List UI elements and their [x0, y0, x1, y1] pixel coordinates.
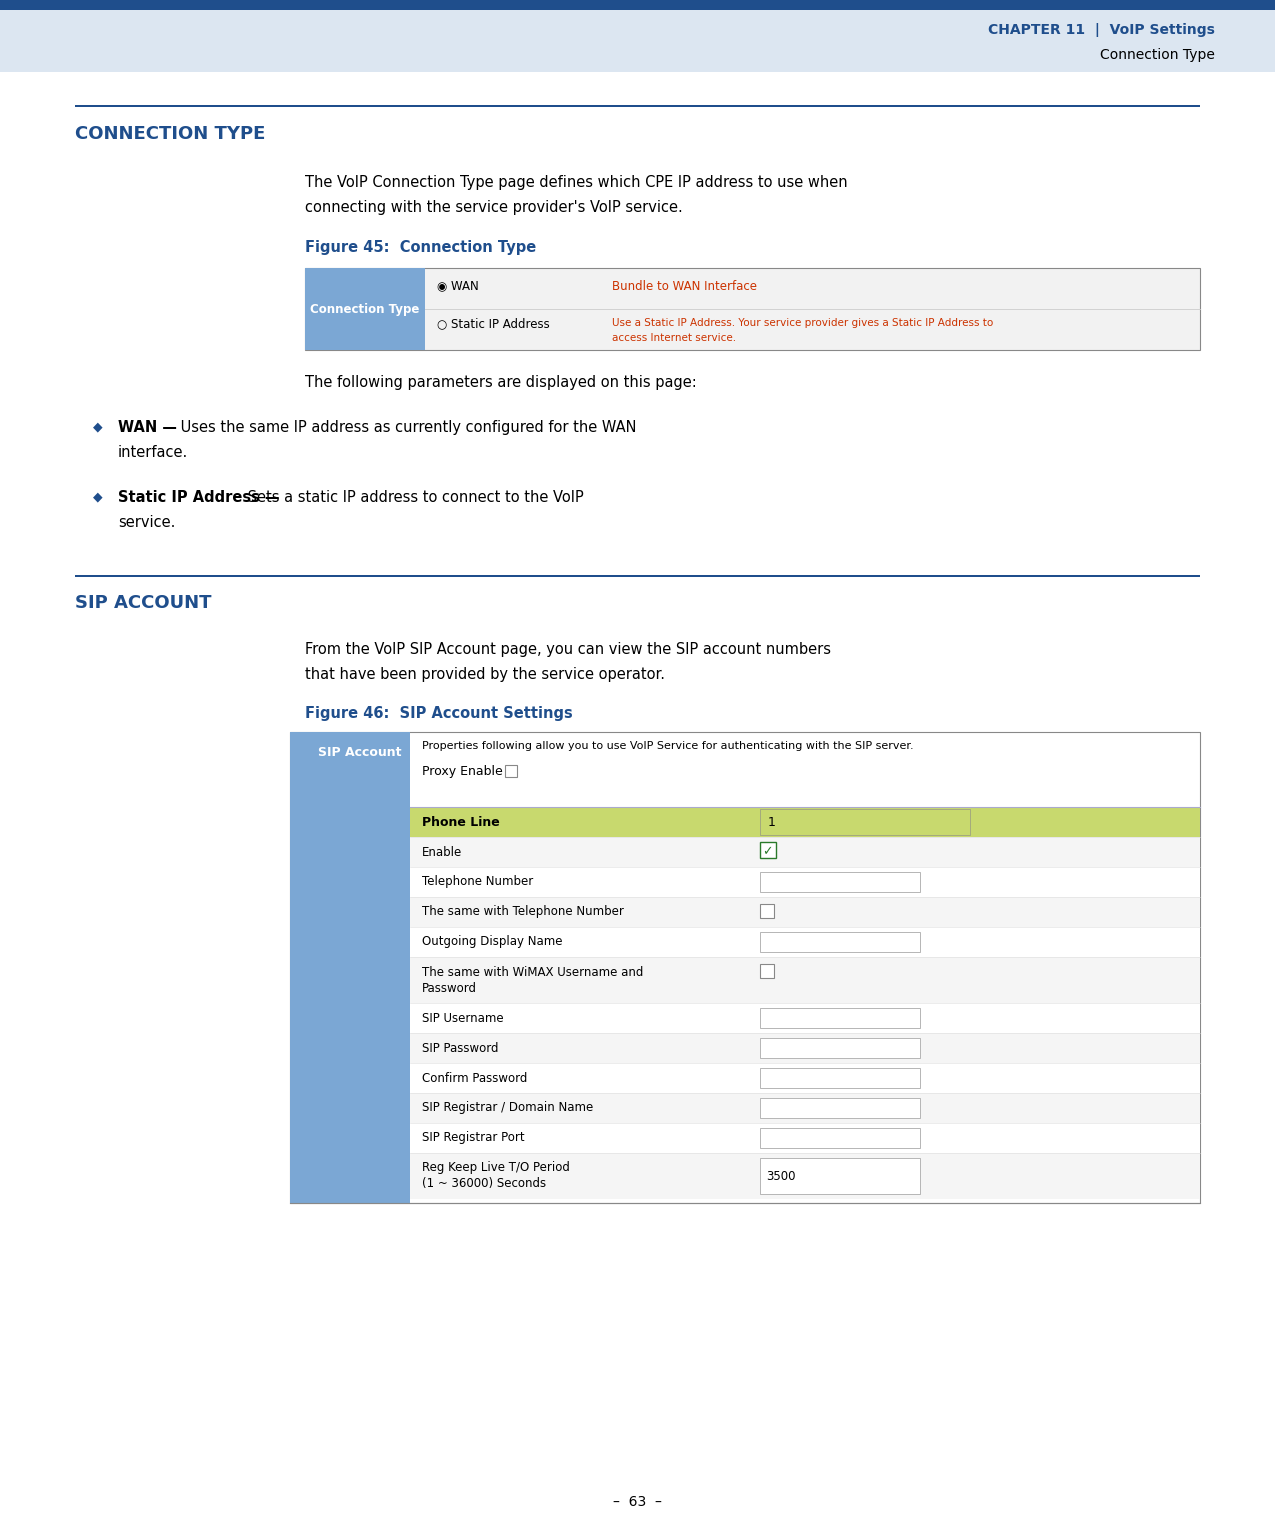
Text: ◆: ◆	[93, 490, 102, 502]
Text: Proxy Enable: Proxy Enable	[422, 766, 502, 778]
Bar	[411, 867, 1200, 898]
Text: SIP Username: SIP Username	[422, 1011, 504, 1025]
Bar	[760, 1098, 921, 1118]
Text: Telephone Number: Telephone Number	[422, 875, 533, 889]
Text: Confirm Password: Confirm Password	[422, 1071, 528, 1085]
Bar	[75, 106, 1200, 107]
Text: Password: Password	[422, 982, 477, 994]
Bar	[411, 836, 1200, 867]
Bar	[760, 1039, 921, 1059]
Text: Phone Line: Phone Line	[422, 815, 500, 829]
Bar	[305, 268, 1200, 349]
Text: Enable: Enable	[422, 846, 463, 858]
Bar	[760, 1158, 921, 1193]
Text: Reg Keep Live T/O Period: Reg Keep Live T/O Period	[422, 1161, 570, 1175]
Text: Connection Type: Connection Type	[310, 302, 419, 316]
Bar	[760, 872, 921, 892]
Text: that have been provided by the service operator.: that have been provided by the service o…	[305, 666, 666, 682]
Text: 1: 1	[768, 815, 776, 829]
Bar	[760, 1128, 921, 1147]
Bar	[0, 0, 1275, 11]
Bar	[760, 843, 776, 858]
Text: ○ Static IP Address: ○ Static IP Address	[437, 317, 550, 331]
Text: Uses the same IP address as currently configured for the WAN: Uses the same IP address as currently co…	[176, 420, 636, 435]
Bar	[289, 732, 411, 1203]
Text: WAN —: WAN —	[119, 420, 177, 435]
Text: (1 ~ 36000) Seconds: (1 ~ 36000) Seconds	[422, 1178, 546, 1190]
Bar	[505, 764, 516, 777]
Text: Properties following allow you to use VoIP Service for authenticating with the S: Properties following allow you to use Vo…	[422, 741, 914, 751]
Text: SIP Password: SIP Password	[422, 1042, 499, 1054]
Bar	[760, 1068, 921, 1088]
Bar	[411, 1063, 1200, 1092]
Bar	[411, 898, 1200, 927]
Bar	[75, 574, 1200, 578]
Text: SIP Registrar Port: SIP Registrar Port	[422, 1132, 524, 1144]
Text: interface.: interface.	[119, 444, 189, 460]
Text: The following parameters are displayed on this page:: The following parameters are displayed o…	[305, 375, 696, 391]
Text: Connection Type: Connection Type	[1100, 47, 1215, 61]
Text: Static IP Address —: Static IP Address —	[119, 490, 279, 506]
Bar	[305, 268, 425, 349]
Bar	[0, 0, 1275, 72]
Text: SIP Registrar / Domain Name: SIP Registrar / Domain Name	[422, 1102, 593, 1114]
Text: Sets a static IP address to connect to the VoIP: Sets a static IP address to connect to t…	[244, 490, 584, 506]
Text: Figure 45:  Connection Type: Figure 45: Connection Type	[305, 241, 537, 254]
Bar	[760, 964, 774, 977]
Bar	[0, 0, 1275, 11]
Text: connecting with the service provider's VoIP service.: connecting with the service provider's V…	[305, 201, 682, 214]
Text: Bundle to WAN Interface: Bundle to WAN Interface	[612, 279, 757, 293]
Bar	[411, 927, 1200, 958]
Bar	[760, 904, 774, 918]
Bar	[760, 931, 921, 951]
Text: CONNECTION TYPE: CONNECTION TYPE	[75, 126, 265, 142]
Text: Use a Static IP Address. Your service provider gives a Static IP Address to: Use a Static IP Address. Your service pr…	[612, 319, 993, 328]
Text: SIP ACCOUNT: SIP ACCOUNT	[75, 594, 212, 611]
Text: ◉ WAN: ◉ WAN	[437, 279, 478, 293]
Bar	[411, 807, 1200, 836]
Bar	[411, 1123, 1200, 1154]
Text: Outgoing Display Name: Outgoing Display Name	[422, 936, 562, 948]
Bar	[411, 1154, 1200, 1200]
Text: The VoIP Connection Type page defines which CPE IP address to use when: The VoIP Connection Type page defines wh…	[305, 175, 848, 190]
Text: The same with WiMAX Username and: The same with WiMAX Username and	[422, 965, 644, 979]
Bar	[411, 1033, 1200, 1063]
Text: service.: service.	[119, 515, 176, 530]
Text: –  63  –: – 63 –	[613, 1495, 662, 1509]
Bar	[289, 732, 1200, 1203]
Text: From the VoIP SIP Account page, you can view the SIP account numbers: From the VoIP SIP Account page, you can …	[305, 642, 831, 657]
Text: SIP Account: SIP Account	[319, 746, 402, 758]
Text: ◆: ◆	[93, 420, 102, 434]
Bar	[411, 958, 1200, 1003]
Text: 3500: 3500	[766, 1169, 796, 1183]
Bar	[411, 1092, 1200, 1123]
Text: ✓: ✓	[762, 846, 773, 858]
Text: The same with Telephone Number: The same with Telephone Number	[422, 905, 623, 919]
Bar	[760, 809, 970, 835]
Bar	[411, 1003, 1200, 1033]
Text: Figure 46:  SIP Account Settings: Figure 46: SIP Account Settings	[305, 706, 572, 722]
Text: CHAPTER 11  |  VoIP Settings: CHAPTER 11 | VoIP Settings	[988, 23, 1215, 37]
Text: access Internet service.: access Internet service.	[612, 332, 736, 343]
Bar	[760, 1008, 921, 1028]
